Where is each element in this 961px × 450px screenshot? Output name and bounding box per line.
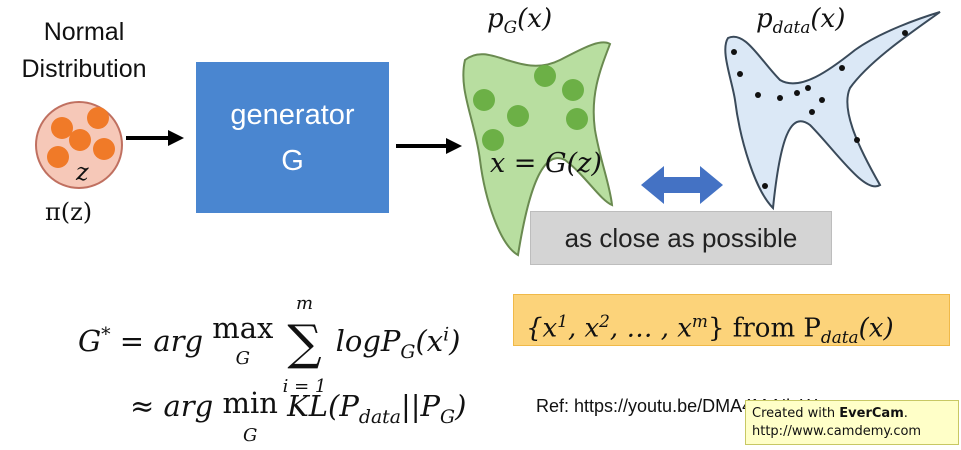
pdata-sub: data bbox=[772, 17, 811, 38]
x-sup: i bbox=[443, 324, 450, 346]
data-dot bbox=[809, 109, 815, 115]
evercam-line1: Created with EverCam. bbox=[752, 405, 952, 423]
log-p: logP bbox=[335, 324, 401, 358]
data-dot bbox=[854, 137, 860, 143]
green-dot bbox=[482, 129, 504, 151]
pdata-label: pdata(x) bbox=[756, 4, 845, 37]
generator-line2: G bbox=[281, 144, 304, 177]
orange-dot bbox=[87, 107, 109, 129]
kl-open: KL(P bbox=[287, 389, 359, 423]
data-dot bbox=[839, 65, 845, 71]
samples-psub: data bbox=[820, 326, 859, 347]
x-equals-g-z: x = G(z) bbox=[490, 148, 602, 179]
pg-sub: G bbox=[503, 17, 518, 38]
sum-bottom: i = 1 bbox=[282, 376, 327, 397]
evercam-watermark: Created with EverCam. http://www.camdemy… bbox=[745, 400, 959, 445]
star: * bbox=[101, 324, 111, 346]
samples-c1: , x bbox=[567, 313, 600, 344]
samples-box: {x1, x2, … , xm} from Pdata(x) bbox=[513, 294, 950, 347]
data-dot bbox=[819, 97, 825, 103]
min: min bbox=[222, 386, 278, 420]
data-dot bbox=[777, 95, 783, 101]
pi-z-label: π(z) bbox=[45, 198, 93, 226]
data-dot bbox=[731, 49, 737, 55]
z-label: z bbox=[75, 158, 89, 186]
samples-close: } from P bbox=[707, 313, 821, 344]
normal-distribution-label: Normal Distribution bbox=[0, 14, 168, 88]
approx-arg: ≈ arg bbox=[130, 389, 223, 423]
kl-psub: G bbox=[440, 406, 456, 428]
double-arrow bbox=[641, 166, 723, 204]
sum-top: m bbox=[295, 293, 314, 314]
data-dot bbox=[794, 90, 800, 96]
data-dot bbox=[755, 92, 761, 98]
samples-s2: 2 bbox=[599, 311, 610, 331]
evercam-line2: http://www.camdemy.com bbox=[752, 424, 922, 439]
formula-argmin: ≈ arg min G KL(Pdata||PG) bbox=[130, 389, 466, 450]
max: max bbox=[212, 310, 274, 345]
max-sub: G bbox=[235, 347, 251, 369]
orange-dot bbox=[93, 138, 115, 160]
pg-label: pG(x) bbox=[487, 4, 552, 37]
min-op: min G bbox=[222, 389, 277, 450]
equals-arg: = arg bbox=[110, 324, 213, 358]
samples-c2: , … , x bbox=[609, 313, 692, 344]
kl-close: ) bbox=[455, 389, 467, 423]
g-star: G* bbox=[78, 324, 111, 358]
data-dot bbox=[805, 85, 811, 91]
orange-dot bbox=[69, 129, 91, 151]
kl-sub: data bbox=[358, 406, 401, 428]
green-dot bbox=[562, 79, 584, 101]
paren-close: ) bbox=[449, 324, 461, 358]
arrow-head bbox=[446, 138, 462, 154]
generator-box: generator G bbox=[196, 62, 389, 213]
evercam-brand: EverCam bbox=[839, 406, 904, 421]
min-sub: G bbox=[242, 425, 258, 446]
normal-label-line2: Distribution bbox=[21, 55, 147, 83]
samples-s1: 1 bbox=[557, 311, 568, 331]
kl-mid: ||P bbox=[400, 389, 441, 423]
green-dot bbox=[507, 105, 529, 127]
pg-rest: (x) bbox=[517, 4, 553, 34]
evercam-created: Created with bbox=[752, 406, 840, 421]
g-symbol: G bbox=[78, 324, 102, 358]
log-p-sub: G bbox=[400, 341, 416, 363]
samples-tail: (x) bbox=[858, 313, 894, 344]
normal-label-line1: Normal bbox=[43, 18, 125, 46]
sum-op: m ∑ i = 1 bbox=[282, 293, 327, 397]
orange-dot bbox=[47, 146, 69, 168]
data-dot bbox=[762, 183, 768, 189]
green-dot bbox=[566, 108, 588, 130]
green-dot bbox=[534, 65, 556, 87]
data-dot bbox=[902, 30, 908, 36]
pdata-p: p bbox=[756, 4, 773, 34]
data-dot bbox=[737, 71, 743, 77]
pdata-rest: (x) bbox=[810, 4, 846, 34]
arrow-head bbox=[168, 130, 184, 146]
generator-line1: generator bbox=[230, 98, 355, 131]
samples-open: {x bbox=[526, 313, 558, 344]
formula-argmax: G* = arg max G m ∑ i = 1 logPG(xi) bbox=[78, 284, 461, 402]
pg-p: p bbox=[487, 4, 504, 34]
green-dot bbox=[473, 89, 495, 111]
pdata-shape bbox=[724, 11, 941, 211]
max-op: max G bbox=[212, 313, 273, 372]
samples-sm: m bbox=[691, 311, 708, 331]
evercam-dot: . bbox=[903, 406, 908, 421]
as-close-as-possible-box: as close as possible bbox=[530, 211, 832, 265]
orange-dot bbox=[51, 117, 73, 139]
x-open: (x bbox=[415, 324, 444, 358]
